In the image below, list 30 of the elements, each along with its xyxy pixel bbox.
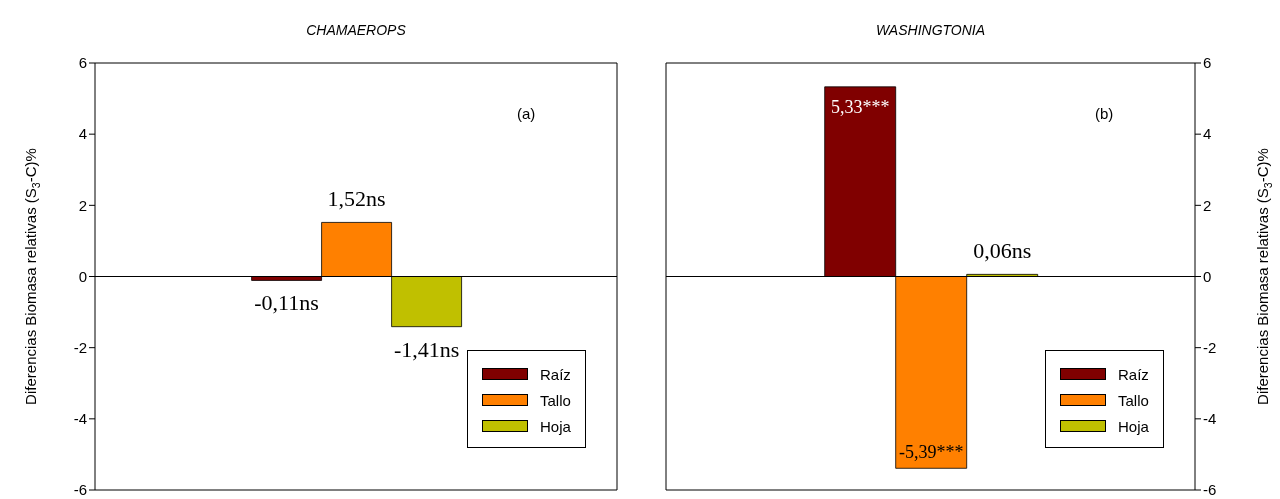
legend-label: Hoja <box>540 417 571 435</box>
data-label: -1,41ns <box>393 336 460 362</box>
data-label: -0,11ns <box>254 290 319 316</box>
y-tick-label: 6 <box>78 54 87 72</box>
y-tick-label: 4 <box>1203 125 1212 143</box>
legend-label: Tallo <box>1118 391 1149 409</box>
y-tick-label: 6 <box>1203 54 1212 72</box>
annotation: (b) <box>1095 105 1114 122</box>
data-label: 1,52ns <box>327 186 386 212</box>
legend-label: Raíz <box>1118 365 1149 383</box>
data-label: 0,06ns <box>973 238 1032 264</box>
annotation: (a) <box>517 105 536 122</box>
legend-label: Tallo <box>540 391 571 409</box>
y-tick-label: -4 <box>1203 410 1217 428</box>
y-tick-label: -2 <box>1203 338 1217 356</box>
y-tick-label: 4 <box>78 125 87 143</box>
y-tick-label: -4 <box>73 410 87 428</box>
y-tick-label: -6 <box>73 481 87 499</box>
y-tick-label: 0 <box>1203 267 1212 285</box>
y-tick-label: 2 <box>1203 196 1212 214</box>
y-tick-label: -2 <box>73 338 87 356</box>
legend-label: Hoja <box>1118 417 1149 435</box>
data-label: 5,33*** <box>830 96 890 117</box>
chart-title: WASHINGTONIA <box>874 22 987 38</box>
chart-title: CHAMAEROPS <box>305 22 407 38</box>
legend-label: Raíz <box>540 365 571 383</box>
y-tick-label: -6 <box>1203 481 1217 499</box>
data-label: -5,39*** <box>898 442 964 463</box>
y-tick-label: 0 <box>78 267 87 285</box>
y-tick-label: 2 <box>78 196 87 214</box>
